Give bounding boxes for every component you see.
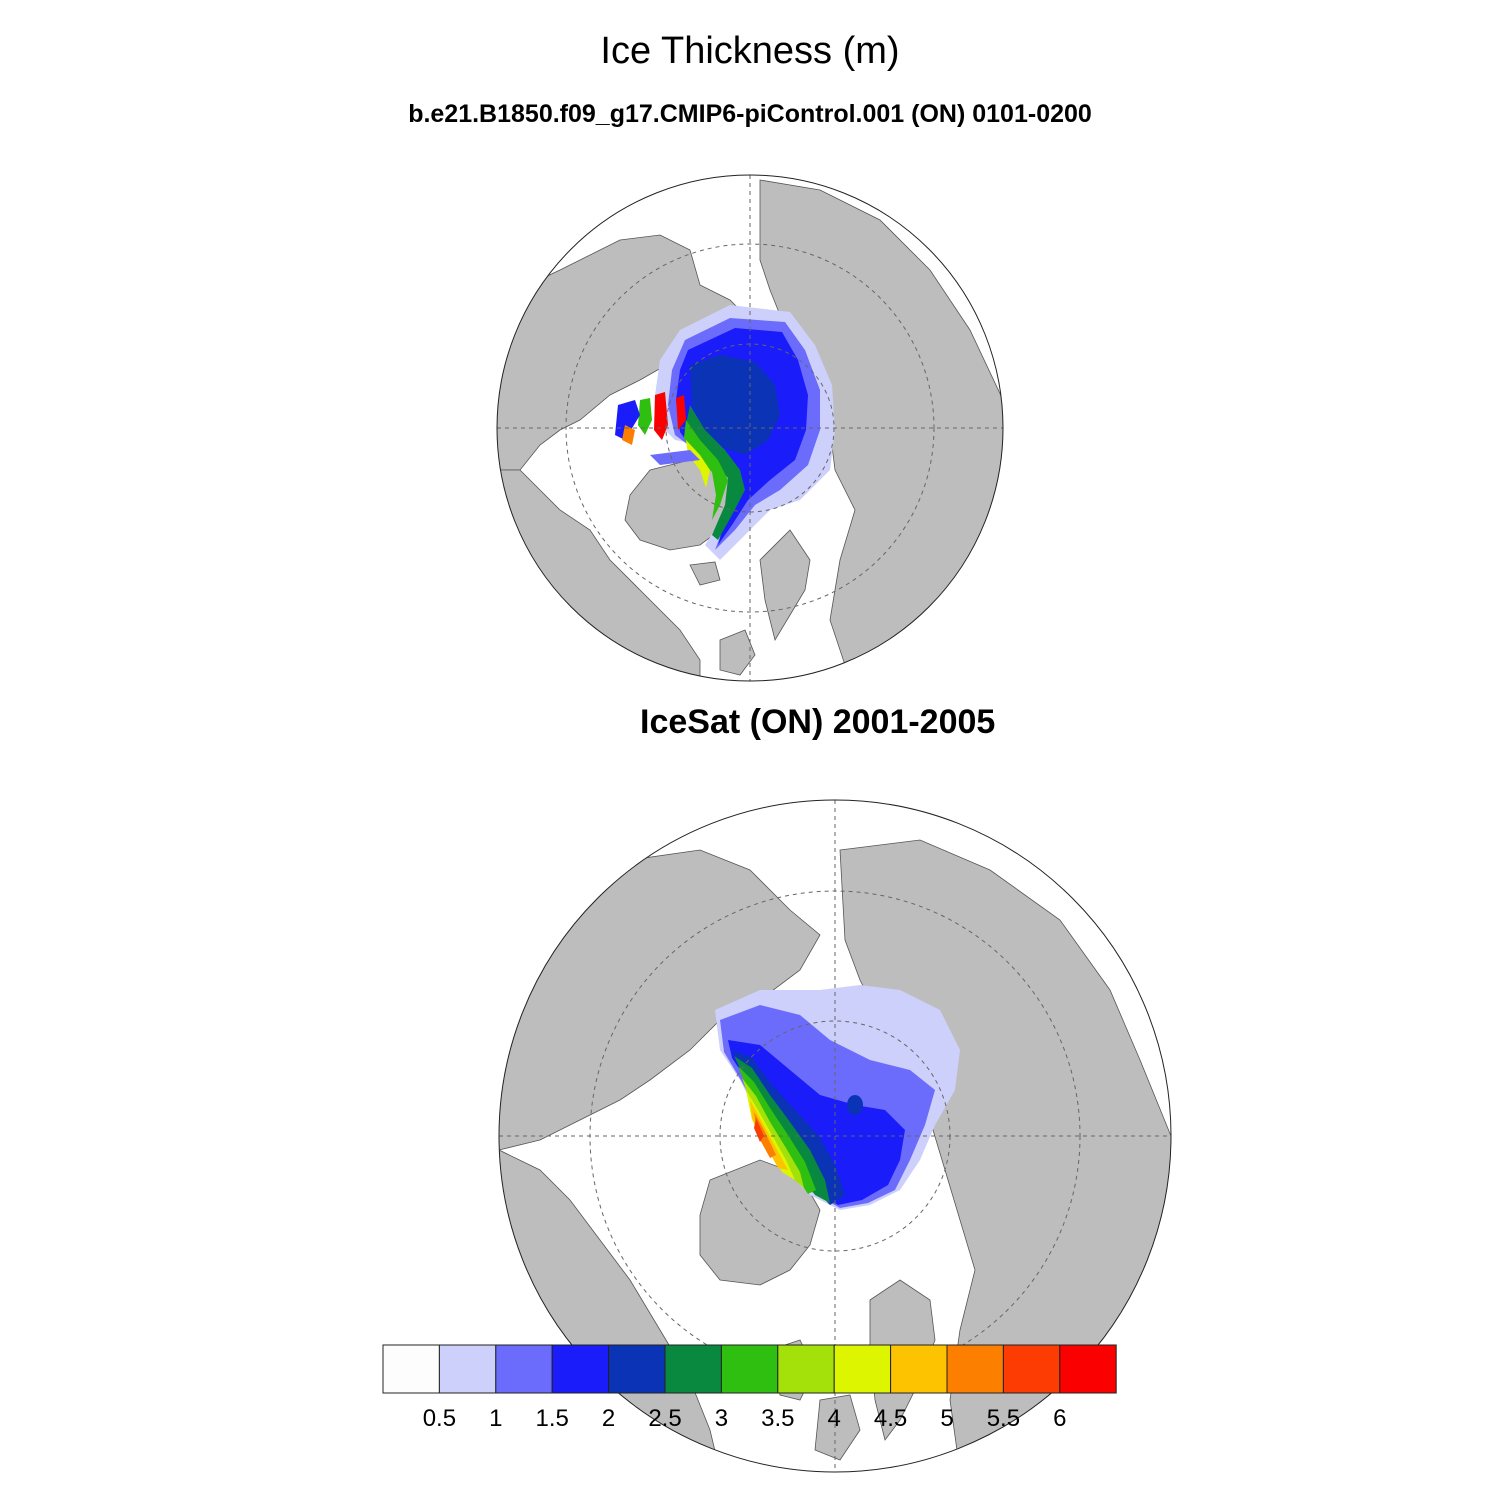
colorbar-tick-label: 5.5: [986, 1405, 1021, 1432]
colorbar-box: [438, 1344, 497, 1394]
colorbar-tick-label: 2.5: [648, 1405, 682, 1432]
colorbar-labels: 0.5 1 1.5 2 2.5 3 3.5 4 4.5 5 5.5 6: [0, 1405, 1500, 1445]
map-panel-2: [498, 799, 1172, 1473]
colorbar-tick-label: 6: [1053, 1405, 1067, 1432]
colorbar-tick-label: 2: [601, 1405, 616, 1432]
colorbar-tick-label: 3.5: [761, 1405, 795, 1432]
colorbar-tick-label: 4: [827, 1405, 841, 1432]
panel-1-title: b.e21.B1850.f09_g17.CMIP6-piControl.001 …: [408, 100, 1092, 128]
colorbar-box: [1059, 1344, 1117, 1394]
colorbar-box: [664, 1344, 722, 1394]
colorbar-box: [551, 1344, 610, 1394]
colorbar-box: [608, 1344, 666, 1394]
colorbar-box: [890, 1344, 948, 1394]
colorbar-tick-label: 4.5: [873, 1405, 908, 1432]
colorbar-tick-label: 0.5: [422, 1405, 457, 1432]
colorbar: [382, 1344, 1117, 1394]
colorbar-tick-label: 1: [489, 1405, 503, 1432]
colorbar-box: [1002, 1344, 1061, 1394]
colorbar-tick-label: 3: [714, 1405, 729, 1432]
map-panel-1: [496, 174, 1004, 682]
graticule-1: [497, 175, 1003, 681]
colorbar-box: [382, 1344, 440, 1394]
colorbar-box: [495, 1344, 553, 1394]
map-border-1: [496, 174, 1004, 682]
colorbar-tick-label: 1.5: [535, 1405, 569, 1432]
colorbar-tick-label: 5: [940, 1405, 954, 1432]
ice-field-2: [715, 985, 960, 1210]
panel-2-title: IceSat (ON) 2001-2005: [640, 703, 996, 741]
colorbar-box: [833, 1344, 892, 1394]
colorbar-box: [777, 1344, 835, 1394]
map-border-2: [498, 799, 1172, 1473]
colorbar-box: [720, 1344, 779, 1394]
colorbar-box: [946, 1344, 1004, 1394]
main-title: Ice Thickness (m): [600, 30, 900, 72]
ice-field-1: [615, 305, 835, 560]
